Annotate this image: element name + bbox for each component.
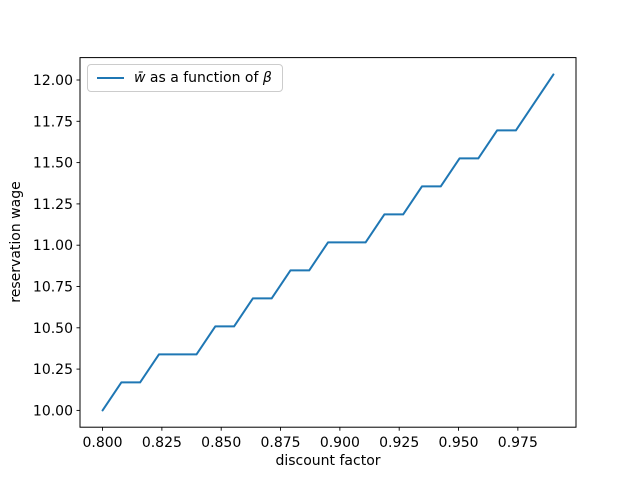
y-tick-label: 11.75 bbox=[33, 114, 73, 130]
x-tick-label: 0.900 bbox=[320, 435, 360, 451]
y-tick-label: 11.25 bbox=[33, 197, 73, 213]
x-tick-label: 0.875 bbox=[260, 435, 300, 451]
reservation-wage-line bbox=[101, 73, 555, 412]
x-tick-label: 0.825 bbox=[142, 435, 182, 451]
x-axis-label: discount factor bbox=[275, 453, 381, 469]
y-tick-label: 10.50 bbox=[33, 321, 73, 337]
y-tick-label: 12.00 bbox=[33, 73, 73, 89]
legend-label-mid: as a function of bbox=[145, 70, 263, 86]
x-tick-label: 0.850 bbox=[201, 435, 241, 451]
x-tick-label: 0.800 bbox=[82, 435, 122, 451]
y-tick-label: 10.75 bbox=[33, 280, 73, 296]
legend-line-sample-icon bbox=[97, 77, 124, 79]
x-tick-label: 0.925 bbox=[379, 435, 419, 451]
legend: w̄ as a function of β bbox=[87, 64, 283, 92]
y-tick-label: 10.00 bbox=[33, 403, 73, 419]
y-axis-label: reservation wage bbox=[8, 181, 24, 303]
axes-spines bbox=[79, 57, 577, 428]
y-tick-label: 10.25 bbox=[33, 362, 73, 378]
x-tick-label: 0.975 bbox=[498, 435, 538, 451]
legend-label-beta: β bbox=[262, 70, 272, 86]
legend-label: w̄ as a function of β bbox=[134, 71, 272, 85]
x-tick-label: 0.950 bbox=[438, 435, 478, 451]
y-tick-label: 11.00 bbox=[33, 238, 73, 254]
y-tick-label: 11.50 bbox=[33, 156, 73, 172]
legend-label-wbar: w̄ bbox=[134, 70, 146, 86]
